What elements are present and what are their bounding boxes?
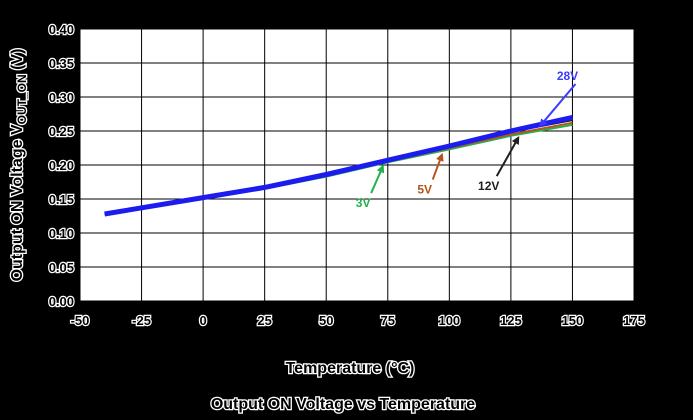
y-axis-title-unit: (V)	[9, 49, 26, 75]
y-axis-title-subscript: OUT_ON	[15, 74, 29, 124]
x-tick-label: 50	[319, 313, 333, 328]
x-tick-label: 0	[199, 313, 206, 328]
y-tick-label: 0.30	[49, 90, 74, 105]
x-tick-label: 125	[500, 313, 522, 328]
y-tick-labels: 0.00 0.05 0.10 0.15 0.20 0.25 0.30 0.35 0.40	[47, 21, 75, 310]
y-tick-label: 0.40	[49, 22, 74, 37]
annotation-arrow-3v	[370, 164, 385, 194]
x-tick-label: -25	[132, 313, 151, 328]
annotation-label-12v: 12V	[478, 179, 499, 193]
annotation-label-3v: 3V	[356, 196, 371, 210]
x-tick-labels: -50 -25 0 25 50 75 100 125 150 175	[69, 312, 646, 329]
grid	[79, 28, 635, 302]
annotation-label-5v: 5V	[417, 183, 432, 197]
chart-title: Output ON Voltage vs Temperature	[211, 396, 475, 413]
annotation-arrow-12v	[495, 136, 520, 177]
y-axis-title: Output ON Voltage VOUT_ON (V)	[9, 49, 29, 282]
x-tick-label: 100	[438, 313, 460, 328]
x-tick-label: 175	[623, 313, 645, 328]
x-tick-label: 25	[257, 313, 271, 328]
x-tick-label: 75	[381, 313, 395, 328]
annotations: 3V 5V 12V 28V	[356, 69, 578, 210]
annotation-arrow-5v	[431, 152, 444, 180]
annotation-label-28v: 28V	[557, 69, 578, 83]
y-tick-label: 0.00	[49, 294, 74, 309]
x-tick-label: -50	[71, 313, 90, 328]
y-tick-label: 0.20	[49, 158, 74, 173]
y-tick-label: 0.25	[49, 124, 74, 139]
y-tick-label: 0.35	[49, 56, 74, 71]
x-tick-label: 150	[562, 313, 584, 328]
annotation-arrow-28v	[539, 83, 577, 128]
y-tick-label: 0.15	[49, 192, 74, 207]
series-line-28v	[104, 114, 573, 217]
y-tick-label: 0.10	[49, 226, 74, 241]
x-axis-title: Temperature (°C)	[286, 360, 415, 377]
series-lines	[104, 114, 573, 217]
y-tick-label: 0.05	[49, 260, 74, 275]
